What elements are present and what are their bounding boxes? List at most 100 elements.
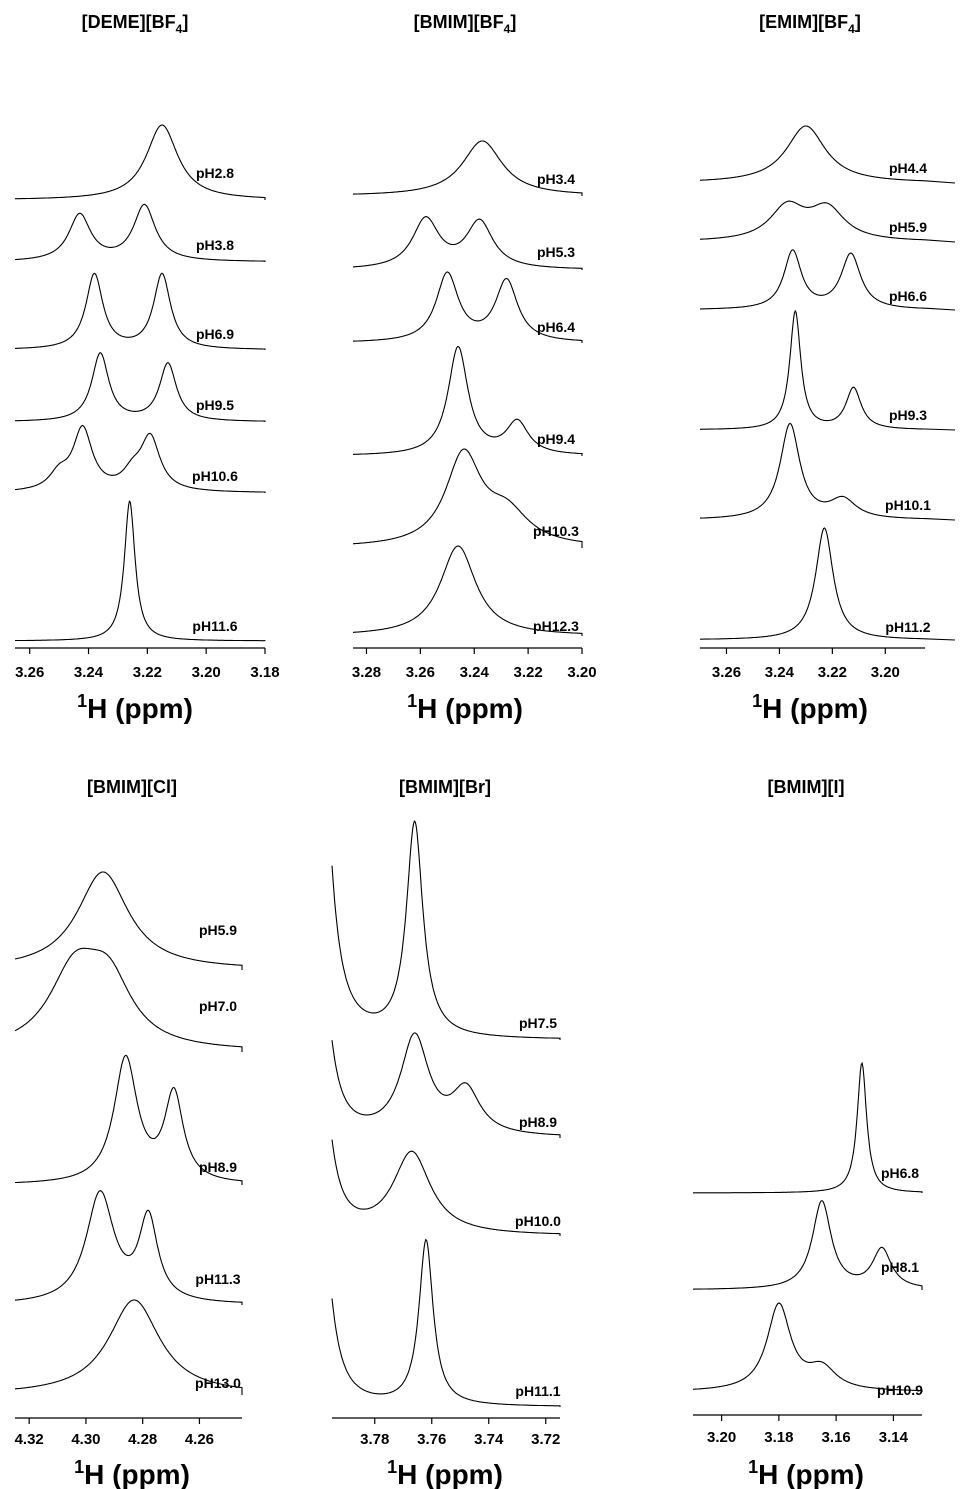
x-axis-label: 1H (ppm) [77, 691, 193, 724]
ph-label: pH3.8 [196, 237, 234, 253]
ph-label: pH10.3 [533, 523, 579, 539]
x-tick-label: 4.26 [185, 1431, 214, 1448]
spectrum-trace-pH10.9 [692, 1302, 923, 1392]
ph-label: pH10.0 [515, 1213, 561, 1229]
spectrum-trace-pH6.6 [700, 249, 956, 311]
x-tick-label: 4.28 [128, 1431, 157, 1448]
spectrum-trace-pH5.9 [699, 200, 956, 243]
spectrum-trace-pH7.0 [14, 947, 243, 1052]
ph-label: pH5.3 [537, 244, 575, 260]
nmr-panel-5: [BMIM][Br] pH7.5 pH8.9 pH10.0 pH11.1 3.78 3.76… [331, 777, 561, 1489]
panel-title: [EMIM][BF4] [759, 12, 861, 36]
spectrum-trace-pH11.3 [14, 1190, 243, 1305]
x-tick-label: 3.24 [74, 664, 104, 681]
spectrum-trace-pH8.1 [693, 1200, 923, 1290]
x-tick-label: 3.22 [133, 664, 162, 681]
spectrum-trace-pH2.8 [14, 124, 266, 200]
nmr-panel-4: [BMIM][Cl] pH5.9 pH7.0 pH8.9 pH11.3 pH13.0 4.3… [14, 777, 243, 1489]
spectrum-trace-pH11.6 [14, 500, 266, 642]
x-tick-label: 3.18 [764, 1429, 793, 1446]
x-axis-label: 1H (ppm) [407, 691, 523, 724]
ph-label: pH6.4 [537, 319, 575, 335]
x-tick-label: 3.20 [192, 664, 221, 681]
ph-label: pH3.4 [537, 171, 575, 187]
ph-label: pH9.5 [196, 397, 234, 413]
nmr-panel-6: [BMIM][I] pH6.8 pH8.1 pH10.9 3.20 3.18 3.16 3.1… [692, 777, 923, 1489]
ph-label: pH7.0 [199, 998, 237, 1014]
ph-label: pH5.9 [889, 219, 927, 235]
x-tick-label: 3.78 [360, 1431, 389, 1448]
x-axis-label: 1H (ppm) [74, 1457, 190, 1489]
spectrum-trace-pH10.1 [700, 422, 956, 521]
spectrum-trace-pH10.6 [14, 424, 266, 493]
x-tick-label: 3.24 [460, 664, 490, 681]
nmr-panel-3: [EMIM][BF4] pH4.4 pH5.9 pH6.6 pH9.3 pH10.1 pH1… [699, 12, 956, 724]
x-tick-label: 3.18 [250, 664, 279, 681]
spectrum-trace-pH11.1 [331, 1238, 561, 1407]
panel-title: [DEME][BF4] [82, 12, 189, 36]
spectrum-trace-pH9.4 [352, 345, 583, 456]
ph-label: pH2.8 [196, 165, 234, 181]
x-tick-label: 3.26 [406, 664, 435, 681]
spectrum-trace-pH3.4 [353, 140, 583, 196]
spectrum-trace-pH6.4 [352, 271, 583, 343]
ph-label: pH10.6 [192, 468, 238, 484]
x-tick-label: 3.26 [712, 664, 741, 681]
spectrum-trace-pH3.8 [14, 203, 266, 262]
ph-label: pH10.9 [877, 1382, 923, 1398]
x-tick-label: 3.20 [567, 664, 596, 681]
x-tick-label: 3.24 [765, 664, 795, 681]
ph-label: pH9.3 [889, 407, 927, 423]
x-tick-label: 3.20 [871, 664, 900, 681]
spectrum-trace-pH6.8 [692, 1061, 923, 1194]
ph-label: pH11.6 [192, 618, 237, 634]
x-tick-label: 4.32 [15, 1431, 44, 1448]
ph-label: pH11.1 [515, 1383, 560, 1399]
x-tick-label: 3.22 [514, 664, 543, 681]
ph-label: pH9.4 [537, 431, 575, 447]
panel-title: [BMIM][BF4] [414, 12, 517, 36]
spectrum-trace-pH5.3 [353, 216, 583, 270]
spectrum-trace-pH7.5 [331, 820, 561, 1040]
spectrum-trace-pH4.4 [699, 125, 956, 184]
ph-label: pH8.1 [881, 1259, 919, 1275]
x-axis-label: 1H (ppm) [387, 1457, 503, 1489]
spectrum-trace-pH9.3 [700, 309, 956, 431]
ph-label: pH7.5 [519, 1015, 557, 1031]
spectrum-trace-pH12.3 [352, 545, 583, 636]
ph-label: pH11.3 [195, 1271, 240, 1287]
nmr-panel-1: [DEME][BF4] pH2.8 pH3.8 pH6.9 pH9.5 pH10.6 pH1… [14, 12, 280, 724]
ph-label: pH5.9 [199, 922, 237, 938]
spectrum-trace-pH5.9 [14, 871, 243, 970]
spectrum-trace-pH9.5 [14, 352, 266, 422]
x-tick-label: 3.16 [822, 1429, 851, 1446]
x-tick-label: 3.72 [531, 1431, 560, 1448]
ph-label: pH12.3 [533, 618, 579, 634]
ph-label: pH8.9 [519, 1114, 557, 1130]
panel-title: [BMIM][Br] [399, 777, 491, 797]
spectrum-trace-pH13.0 [14, 1299, 243, 1395]
x-tick-label: 3.28 [352, 664, 381, 681]
ph-label: pH13.0 [195, 1375, 241, 1391]
x-tick-label: 3.76 [417, 1431, 446, 1448]
spectrum-trace-pH10.0 [331, 1139, 561, 1236]
x-axis-label: 1H (ppm) [748, 1457, 864, 1489]
panel-title: [BMIM][Cl] [87, 777, 177, 797]
spectrum-trace-pH8.9 [15, 1054, 243, 1185]
x-tick-label: 3.26 [15, 664, 44, 681]
spectrum-trace-pH10.3 [352, 448, 583, 548]
spectrum-trace-pH11.2 [700, 527, 956, 641]
x-axis-label: 1H (ppm) [752, 691, 868, 724]
x-tick-label: 3.74 [474, 1431, 504, 1448]
x-tick-label: 3.14 [879, 1429, 909, 1446]
x-tick-label: 3.20 [707, 1429, 736, 1446]
ph-label: pH4.4 [889, 160, 927, 176]
ph-label: pH10.1 [885, 497, 931, 513]
ph-label: pH6.9 [196, 326, 234, 342]
panel-title: [BMIM][I] [768, 777, 845, 797]
ph-label: pH11.2 [885, 619, 930, 635]
ph-label: pH8.9 [199, 1159, 237, 1175]
ph-label: pH6.8 [881, 1165, 919, 1181]
ph-label: pH6.6 [889, 288, 927, 304]
